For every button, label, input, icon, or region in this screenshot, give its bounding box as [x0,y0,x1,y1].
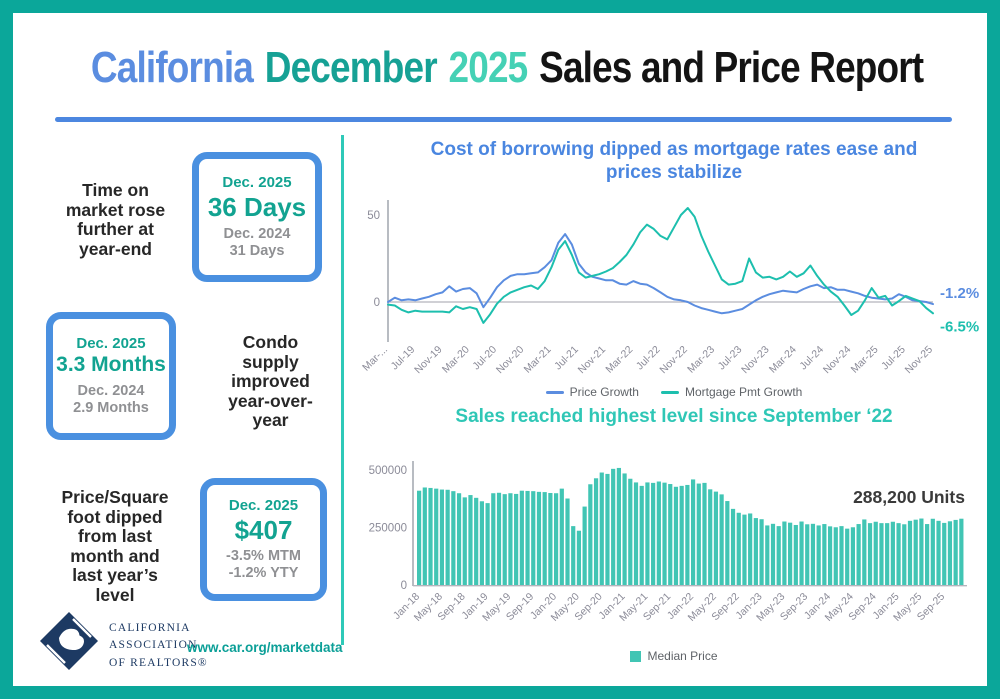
stat-value-current: 36 Days [207,191,307,222]
svg-text:Nov-21: Nov-21 [576,344,609,377]
sales-chart-title: Sales reached highest level since Septem… [455,406,893,427]
page-title: California December 2025 Sales and Price Re… [90,43,924,93]
legend-label: Median Price [647,649,718,663]
svg-text:Nov-23: Nov-23 [739,344,772,377]
svg-text:0: 0 [374,297,380,309]
svg-text:Mar-24: Mar-24 [767,344,799,376]
legend-item-median-price: Median Price [630,649,718,663]
stat-change-mtm: -3.5% MTM [226,547,301,564]
svg-text:Nov-25: Nov-25 [903,344,936,377]
line-chart-svg: 500Mar-...Jul-19Nov-19Mar-20Jul-20Nov-20… [360,200,979,377]
stat-value-current: 3.3 Months [56,352,166,376]
stat-period-prior: Dec. 2024 [77,382,145,399]
svg-text:Mar-21: Mar-21 [522,344,554,376]
mortgage-pmt-growth-swatch-icon [660,390,679,394]
stat-price-sqft-box: Dec. 2025 $407 -3.5% MTM -1.2% YTY [200,478,327,601]
legend-item-price-growth: Price Growth [545,385,639,399]
stat-period-prior: Dec. 2024 [223,225,291,242]
mortgage-chart-title: Cost of borrowing dipped as mortgage rat… [430,139,918,184]
svg-text:50: 50 [367,210,380,222]
legend-label: Price Growth [569,385,639,399]
stat-condo-supply-label: Condo supply improved year-over- year [228,332,313,431]
svg-text:-1.2%: -1.2% [940,285,979,302]
svg-text:Nov-20: Nov-20 [494,344,527,377]
title-rest: Sales and Price Report [539,43,924,92]
stat-period-current: Dec. 2025 [76,335,146,353]
svg-text:0: 0 [401,580,407,592]
price-growth-swatch-icon [545,390,564,394]
car-org-name: CALIFORNIA ASSOCIATION OF REALTORS® [109,622,208,669]
svg-text:Nov-22: Nov-22 [657,344,690,377]
price-mortgage-line-chart: 50 0 Mar-... Jul-19 Nov-19 Mar-20 Jul-20 Nov-20… [353,190,987,395]
website-link[interactable]: www.car.org/marketdata [187,640,343,655]
car-logo-icon [38,610,100,677]
svg-text:Mar-22: Mar-22 [603,344,635,376]
svg-text:288,200 Units: 288,200 Units [853,487,965,507]
title-year: 2025 [448,43,529,92]
svg-text:Mar-20: Mar-20 [440,344,472,376]
svg-text:Nov-19: Nov-19 [412,344,445,377]
stat-time-on-market-box: Dec. 2025 36 Days Dec. 2024 31 Days [192,152,322,282]
stat-value-prior: 31 Days [229,242,285,259]
svg-text:500000: 500000 [369,465,407,477]
header-rule [55,117,952,122]
vertical-divider [341,135,344,645]
svg-text:250000: 250000 [369,523,407,535]
stat-condo-supply-box: Dec. 2025 3.3 Months Dec. 2024 2.9 Month… [46,312,176,440]
svg-text:Mar-...: Mar-... [360,344,390,374]
stat-period-current: Dec. 2025 [228,497,299,515]
stat-value-prior: 2.9 Months [73,399,149,416]
stat-time-on-market-label: Time on market rose further at year-end [65,180,166,259]
report-canvas: California December 2025 Sales and Price Re… [13,13,987,686]
stat-change-yty: -1.2% YTY [228,564,299,581]
svg-text:Mar-25: Mar-25 [849,344,881,376]
median-price-swatch-icon [630,650,642,662]
line-chart-legend: Price Growth Mortgage Pmt Growth [350,385,987,399]
stat-value-current: $407 [234,514,293,545]
svg-text:Nov-24: Nov-24 [821,344,854,377]
title-december: December [264,43,438,92]
legend-item-mortgage-pmt-growth: Mortgage Pmt Growth [660,385,803,399]
svg-text:Mar-23: Mar-23 [685,344,717,376]
stat-price-sqft-label: Price/Square foot dipped from last month… [61,487,169,605]
stat-period-current: Dec. 2025 [222,174,292,192]
bar-chart-legend: Median Price [350,649,987,663]
legend-label: Mortgage Pmt Growth [684,385,803,399]
svg-text:-6.5%: -6.5% [940,318,979,335]
sales-bar-chart: 0 250000 500000 288,200 Units Jan-18 May-18 Se… [353,445,987,647]
title-california: California [90,43,254,92]
